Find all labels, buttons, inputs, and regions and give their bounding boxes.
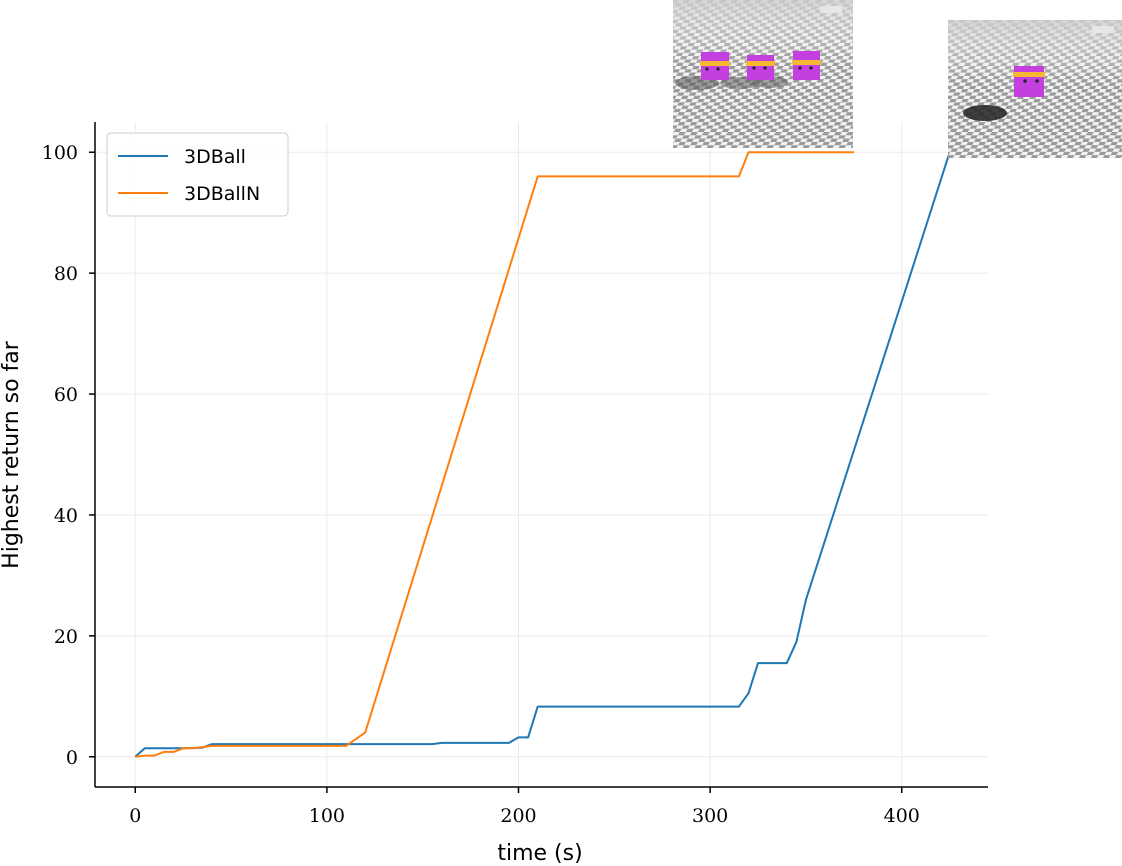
x-tick-label: 0 [129,805,141,827]
agent-cube [792,51,821,80]
legend-label-3dball: 3DBall [184,146,246,168]
legend-label-3dballn: 3DBallN [184,183,260,205]
y-tick-label: 40 [54,505,78,527]
y-tick-label: 80 [54,263,78,285]
legend: 3DBall 3DBallN [106,132,289,217]
agent-cube [700,52,730,80]
unity-logo [820,6,842,13]
x-tick-label: 200 [500,805,536,827]
y-tick-label: 100 [42,142,78,164]
x-tick-label: 100 [309,805,345,827]
grid [95,122,988,787]
single-agent-scene-thumbnail [948,20,1122,158]
agent-cube [1013,66,1045,97]
multi-agent-scene-thumbnail [673,0,853,148]
series-line-3dballn [135,151,854,758]
unity-logo [1092,26,1114,33]
y-tick-label: 0 [66,747,78,769]
y-tick-label: 60 [54,384,78,406]
x-ticks: 0 100 200 300 400 [129,787,920,827]
x-tick-label: 300 [692,805,728,827]
x-axis-label: time (s) [497,841,582,866]
y-axis-label: Highest return so far [0,340,24,569]
series-lines [134,151,951,758]
x-tick-label: 400 [884,805,920,827]
agent-shadow [963,105,1007,121]
y-tick-label: 20 [54,626,78,648]
agent-cube [746,55,775,80]
legend-box [106,132,289,217]
y-ticks: 0 20 40 60 80 100 [42,142,95,769]
series-line-3dball [134,151,951,758]
